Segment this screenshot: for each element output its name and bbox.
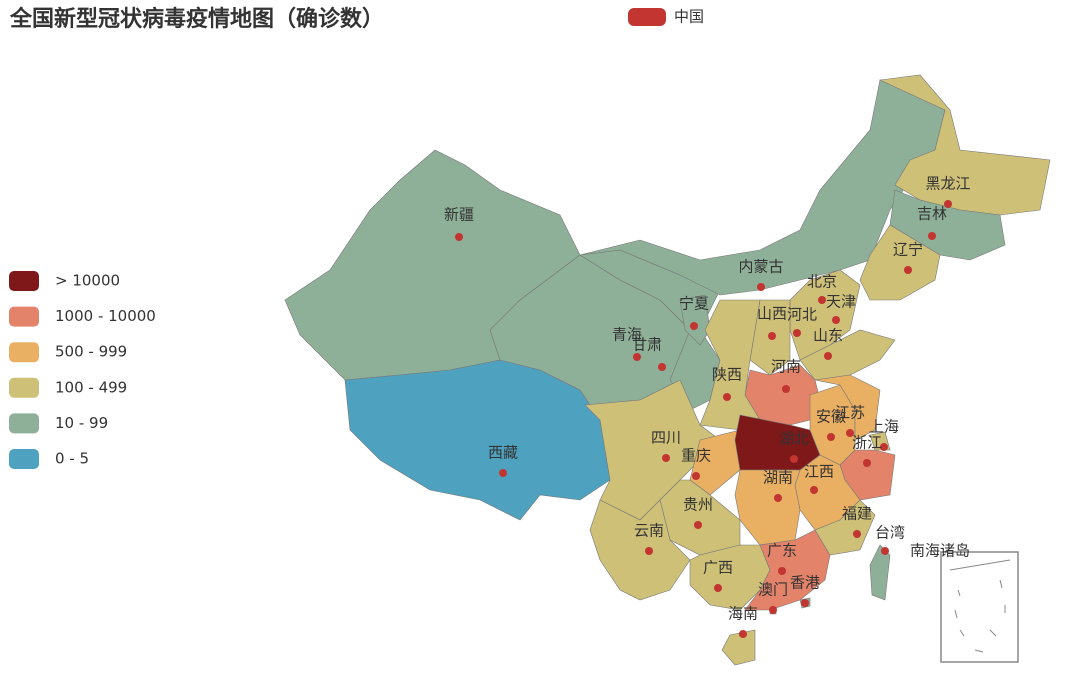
province-label: 南海诸岛 — [910, 542, 970, 560]
province[interactable] — [589, 499, 691, 601]
piece-swatch[interactable] — [9, 342, 39, 363]
province-marker — [824, 352, 832, 360]
province-label: 云南 — [634, 522, 664, 540]
province[interactable] — [734, 469, 801, 546]
province-label: 安徽 — [816, 408, 846, 426]
piece-label[interactable]: 1000 - 10000 — [55, 307, 156, 325]
province-label: 福建 — [842, 505, 872, 523]
province-marker — [928, 232, 936, 240]
province[interactable] — [814, 499, 876, 556]
province[interactable] — [721, 629, 756, 666]
province-label: 黑龙江 — [925, 175, 970, 193]
province-marker — [782, 385, 790, 393]
province-marker — [880, 443, 888, 451]
province-label: 台湾 — [875, 524, 905, 542]
province-marker — [846, 429, 854, 437]
province-label: 河北 — [787, 306, 817, 324]
province-label: 广西 — [703, 559, 733, 577]
province-label: 辽宁 — [893, 241, 923, 259]
province-marker — [810, 486, 818, 494]
province[interactable] — [789, 269, 861, 361]
province-label: 重庆 — [681, 447, 711, 465]
piece-swatch[interactable] — [9, 306, 39, 327]
piece-label[interactable]: 500 - 999 — [55, 343, 127, 361]
province-marker — [827, 433, 835, 441]
province-marker — [863, 459, 871, 467]
province-marker — [774, 494, 782, 502]
province-label: 吉林 — [917, 205, 947, 223]
province[interactable] — [689, 429, 741, 496]
province-marker — [694, 521, 702, 529]
province-label: 浙江 — [852, 434, 882, 452]
province-marker — [690, 322, 698, 330]
province-label: 新疆 — [444, 206, 474, 224]
province-label: 广东 — [767, 542, 797, 560]
province-label: 海南 — [728, 605, 758, 623]
province-marker — [769, 606, 777, 614]
province-marker — [714, 584, 722, 592]
province-marker — [658, 363, 666, 371]
province-marker — [757, 283, 765, 291]
province-marker — [818, 296, 826, 304]
province-label: 上海 — [869, 418, 899, 436]
province-marker — [662, 454, 670, 462]
province-label: 天津 — [826, 293, 856, 311]
province-label: 北京 — [807, 273, 837, 291]
province-label: 青海 — [612, 326, 642, 344]
province-marker — [692, 472, 700, 480]
legend-swatch[interactable] — [628, 8, 666, 26]
province[interactable] — [859, 224, 941, 301]
province-marker — [723, 393, 731, 401]
province-label: 内蒙古 — [738, 258, 783, 276]
province-marker — [768, 332, 776, 340]
province-label: 湖南 — [763, 469, 793, 487]
province-marker — [944, 200, 952, 208]
province-label: 四川 — [651, 429, 681, 447]
chart-title: 全国新型冠状病毒疫情地图（确诊数） — [9, 6, 384, 32]
province-label: 西藏 — [488, 444, 518, 462]
province-marker — [904, 266, 912, 274]
province-marker — [832, 316, 840, 324]
province-label: 宁夏 — [679, 295, 709, 313]
piece-swatch[interactable] — [9, 377, 39, 398]
province-label: 山东 — [813, 327, 843, 345]
province-marker — [778, 567, 786, 575]
province-marker — [645, 547, 653, 555]
province-label: 江西 — [804, 463, 834, 481]
province-marker — [881, 547, 889, 555]
province-marker — [633, 353, 641, 361]
province[interactable] — [344, 359, 611, 521]
piece-label[interactable]: 10 - 99 — [55, 414, 108, 432]
piece-swatch[interactable] — [9, 413, 39, 434]
province-label: 甘肃 — [632, 336, 662, 354]
province-label: 湖北 — [779, 430, 809, 448]
province-marker — [499, 469, 507, 477]
piece-label[interactable]: 0 - 5 — [55, 450, 89, 468]
province[interactable] — [869, 544, 891, 601]
province-label: 香港 — [790, 574, 820, 592]
province-marker — [853, 530, 861, 538]
inset-islands — [949, 559, 1011, 653]
province-label: 贵州 — [683, 496, 713, 514]
province-marker — [790, 455, 798, 463]
province[interactable] — [814, 374, 881, 441]
south-sea-inset — [940, 551, 1019, 663]
province[interactable] — [659, 479, 741, 556]
piece-label[interactable]: > 10000 — [55, 272, 120, 290]
province-label: 陕西 — [712, 366, 742, 384]
piece-swatch[interactable] — [9, 271, 39, 291]
province-marker — [739, 630, 747, 638]
province-label: 江苏 — [835, 404, 865, 422]
province-marker — [793, 329, 801, 337]
province[interactable] — [679, 294, 711, 346]
piece-label[interactable]: 100 - 499 — [55, 378, 127, 396]
legend-label[interactable]: 中国 — [674, 8, 704, 26]
piece-swatch[interactable] — [9, 449, 39, 469]
province-label: 河南 — [771, 358, 801, 376]
province-label: 澳门 — [758, 581, 788, 599]
province-marker — [801, 599, 809, 607]
province-marker — [455, 233, 463, 241]
province-label: 山西 — [757, 305, 787, 323]
